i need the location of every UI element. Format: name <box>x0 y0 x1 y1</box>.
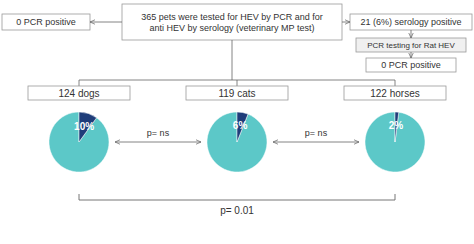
svg-text:21 (6%) serology positive: 21 (6%) serology positive <box>360 17 461 27</box>
svg-text:0 PCR positive: 0 PCR positive <box>381 60 441 70</box>
svg-text:p= ns: p= ns <box>305 128 328 138</box>
svg-text:10%: 10% <box>74 121 94 132</box>
svg-text:122 horses: 122 horses <box>370 88 419 99</box>
svg-text:p= ns: p= ns <box>147 128 170 138</box>
svg-text:119 cats: 119 cats <box>218 88 255 99</box>
svg-text:6%: 6% <box>233 120 248 131</box>
svg-text:PCR testing for Rat HEV: PCR testing for Rat HEV <box>367 41 455 50</box>
svg-text:anti HEV by serology (veterina: anti HEV by serology (veterinary MP test… <box>150 23 315 33</box>
svg-text:2%: 2% <box>389 120 404 131</box>
svg-text:0 PCR positive: 0 PCR positive <box>16 17 76 27</box>
svg-text:365 pets were tested for HEV b: 365 pets were tested for HEV by PCR and … <box>141 12 323 22</box>
svg-text:124 dogs: 124 dogs <box>58 88 99 99</box>
svg-text:p= 0.01: p= 0.01 <box>220 205 254 216</box>
